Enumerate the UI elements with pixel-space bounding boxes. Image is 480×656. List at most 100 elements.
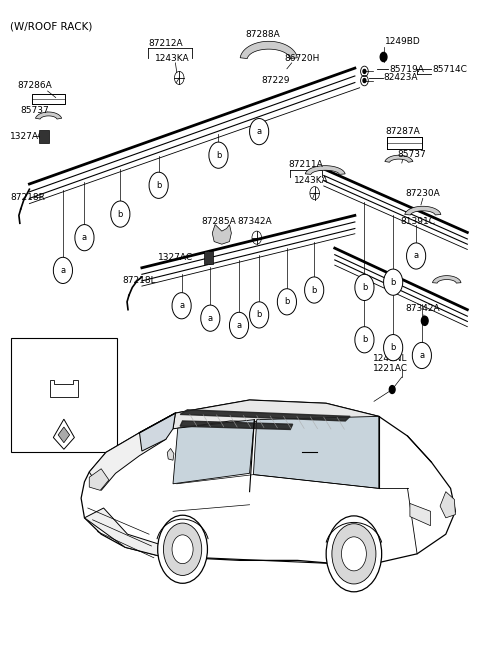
Text: 87286A: 87286A — [18, 81, 52, 91]
Polygon shape — [305, 166, 345, 174]
Text: a: a — [179, 301, 184, 310]
Text: b: b — [362, 283, 367, 292]
Circle shape — [355, 274, 374, 300]
Text: b: b — [216, 151, 221, 159]
Text: a: a — [414, 251, 419, 260]
Circle shape — [250, 119, 269, 145]
Circle shape — [53, 257, 72, 283]
Text: 85737: 85737 — [397, 150, 426, 159]
Circle shape — [149, 173, 168, 198]
PathPatch shape — [84, 508, 158, 556]
Text: 82423A: 82423A — [384, 73, 418, 83]
Text: b: b — [312, 285, 317, 295]
Text: 85737: 85737 — [21, 106, 49, 115]
Circle shape — [341, 537, 366, 571]
Circle shape — [250, 302, 269, 328]
Circle shape — [389, 386, 395, 394]
PathPatch shape — [81, 400, 456, 565]
Text: 87342A: 87342A — [237, 217, 272, 226]
Circle shape — [172, 535, 193, 564]
Text: 87230A: 87230A — [406, 189, 440, 197]
Text: 87229: 87229 — [262, 76, 290, 85]
Text: a: a — [82, 233, 87, 242]
Text: 85719A: 85719A — [389, 65, 424, 74]
Circle shape — [363, 79, 366, 83]
Text: a: a — [208, 314, 213, 323]
Polygon shape — [432, 276, 461, 283]
Circle shape — [326, 516, 382, 592]
Polygon shape — [440, 491, 456, 518]
Text: 87287A: 87287A — [385, 127, 420, 136]
Text: 87218R: 87218R — [10, 193, 45, 201]
Circle shape — [384, 269, 403, 295]
Circle shape — [163, 523, 202, 575]
Text: a: a — [257, 127, 262, 136]
Circle shape — [277, 289, 297, 315]
Text: 87211A: 87211A — [288, 160, 324, 169]
Text: 87218L: 87218L — [123, 276, 156, 285]
Circle shape — [421, 316, 428, 325]
Text: 87212A: 87212A — [148, 39, 183, 48]
Polygon shape — [89, 469, 109, 490]
Text: b: b — [118, 210, 123, 218]
Text: 87288A: 87288A — [246, 30, 280, 39]
Circle shape — [332, 523, 376, 584]
Circle shape — [407, 243, 426, 269]
Circle shape — [229, 312, 249, 338]
Polygon shape — [410, 503, 431, 525]
PathPatch shape — [173, 400, 379, 433]
Text: 86725C: 86725C — [37, 354, 72, 363]
Circle shape — [201, 305, 220, 331]
Text: 85714C: 85714C — [432, 65, 467, 74]
Text: 1249BD: 1249BD — [384, 37, 420, 46]
Text: 1327AC: 1327AC — [10, 132, 46, 140]
Text: 87285A: 87285A — [201, 217, 236, 226]
Circle shape — [17, 401, 32, 422]
Text: a: a — [22, 354, 27, 363]
Text: a: a — [420, 351, 424, 360]
Circle shape — [17, 348, 32, 369]
Text: b: b — [156, 181, 161, 190]
Polygon shape — [58, 427, 70, 443]
Text: 1221AC: 1221AC — [373, 364, 408, 373]
Circle shape — [209, 142, 228, 169]
PathPatch shape — [253, 417, 379, 488]
Text: 1243KA: 1243KA — [155, 54, 189, 63]
Bar — [39, 131, 48, 144]
PathPatch shape — [89, 413, 175, 490]
Circle shape — [111, 201, 130, 227]
Bar — [204, 251, 213, 264]
Circle shape — [380, 52, 387, 62]
PathPatch shape — [140, 413, 175, 451]
Text: 1243KA: 1243KA — [294, 176, 328, 184]
PathPatch shape — [173, 420, 254, 483]
Circle shape — [75, 224, 94, 251]
Text: (W/ROOF RACK): (W/ROOF RACK) — [10, 22, 93, 31]
Text: a: a — [237, 321, 241, 330]
Text: 86725B: 86725B — [37, 407, 72, 416]
Polygon shape — [180, 421, 293, 430]
Text: b: b — [256, 310, 262, 319]
Circle shape — [157, 515, 207, 583]
Text: b: b — [22, 407, 27, 416]
Circle shape — [172, 293, 191, 319]
Polygon shape — [405, 206, 441, 215]
Text: b: b — [362, 335, 367, 344]
Bar — [11, 338, 117, 453]
Polygon shape — [36, 112, 62, 119]
Polygon shape — [385, 155, 413, 162]
Text: b: b — [284, 297, 289, 306]
Text: 87342A: 87342A — [406, 304, 440, 313]
Circle shape — [384, 335, 403, 361]
Text: a: a — [60, 266, 65, 275]
Text: 1249NL: 1249NL — [373, 354, 408, 363]
Polygon shape — [212, 224, 231, 244]
Text: b: b — [390, 343, 396, 352]
Circle shape — [363, 70, 366, 73]
Text: 1327AC: 1327AC — [157, 253, 193, 262]
Circle shape — [305, 277, 324, 303]
Polygon shape — [167, 449, 174, 461]
Polygon shape — [180, 410, 350, 421]
Text: 81391C: 81391C — [400, 217, 435, 226]
Circle shape — [412, 342, 432, 369]
